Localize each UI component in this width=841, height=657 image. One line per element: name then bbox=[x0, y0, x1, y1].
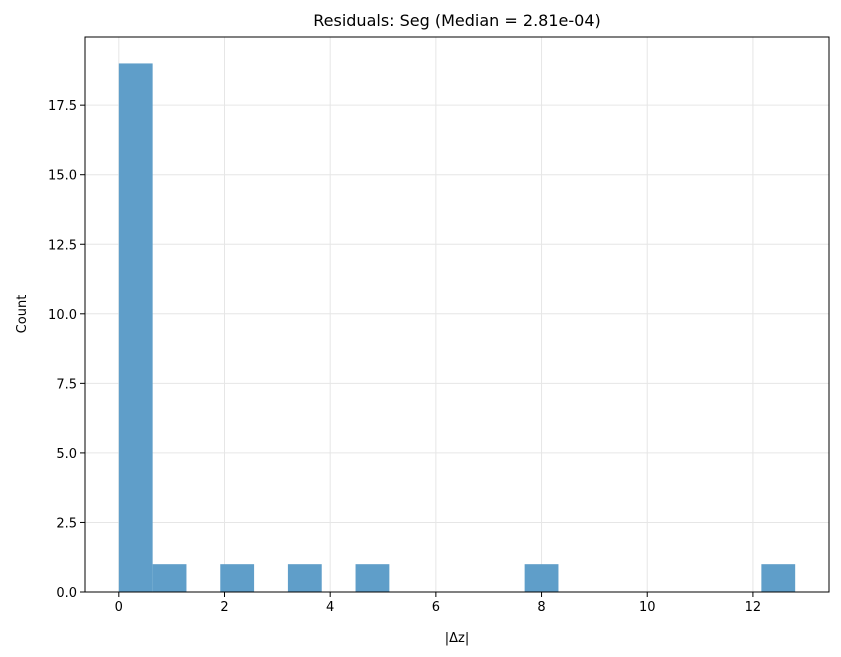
histogram-bar bbox=[287, 564, 322, 592]
y-tick-label: 2.5 bbox=[56, 516, 77, 531]
histogram-bar bbox=[220, 564, 255, 592]
y-tick-label: 12.5 bbox=[48, 238, 77, 253]
x-tick-label: 2 bbox=[220, 600, 228, 615]
y-tick-label: 15.0 bbox=[48, 169, 77, 184]
histogram-bar bbox=[355, 564, 390, 592]
x-tick-label: 12 bbox=[745, 600, 762, 615]
x-tick-label: 10 bbox=[639, 600, 656, 615]
x-tick-label: 8 bbox=[537, 600, 545, 615]
y-tick-label: 7.5 bbox=[56, 377, 77, 392]
y-tick-label: 5.0 bbox=[56, 447, 77, 462]
x-axis: 0 2 4 6 8 10 12 bbox=[115, 592, 762, 615]
grid-layer bbox=[85, 37, 829, 593]
y-axis: 0.0 2.5 5.0 7.5 10.0 12.5 15.0 17.5 bbox=[48, 99, 85, 601]
x-tick-label: 6 bbox=[432, 600, 440, 615]
y-tick-label: 10.0 bbox=[48, 308, 77, 323]
x-tick-label: 0 bbox=[115, 600, 123, 615]
histogram-bar bbox=[152, 564, 187, 592]
histogram-bar bbox=[118, 63, 153, 592]
y-tick-label: 0.0 bbox=[56, 586, 77, 601]
histogram-bar bbox=[524, 564, 559, 592]
x-tick-label: 4 bbox=[326, 600, 334, 615]
x-axis-label: |Δz| bbox=[445, 631, 469, 646]
plot-frame bbox=[84, 36, 830, 593]
y-tick-label: 17.5 bbox=[48, 99, 77, 114]
histogram-bar bbox=[761, 564, 796, 592]
chart-title: Residuals: Seg (Median = 2.81e-04) bbox=[313, 11, 600, 30]
bars-layer bbox=[118, 63, 796, 592]
y-axis-label: Count bbox=[15, 295, 30, 334]
